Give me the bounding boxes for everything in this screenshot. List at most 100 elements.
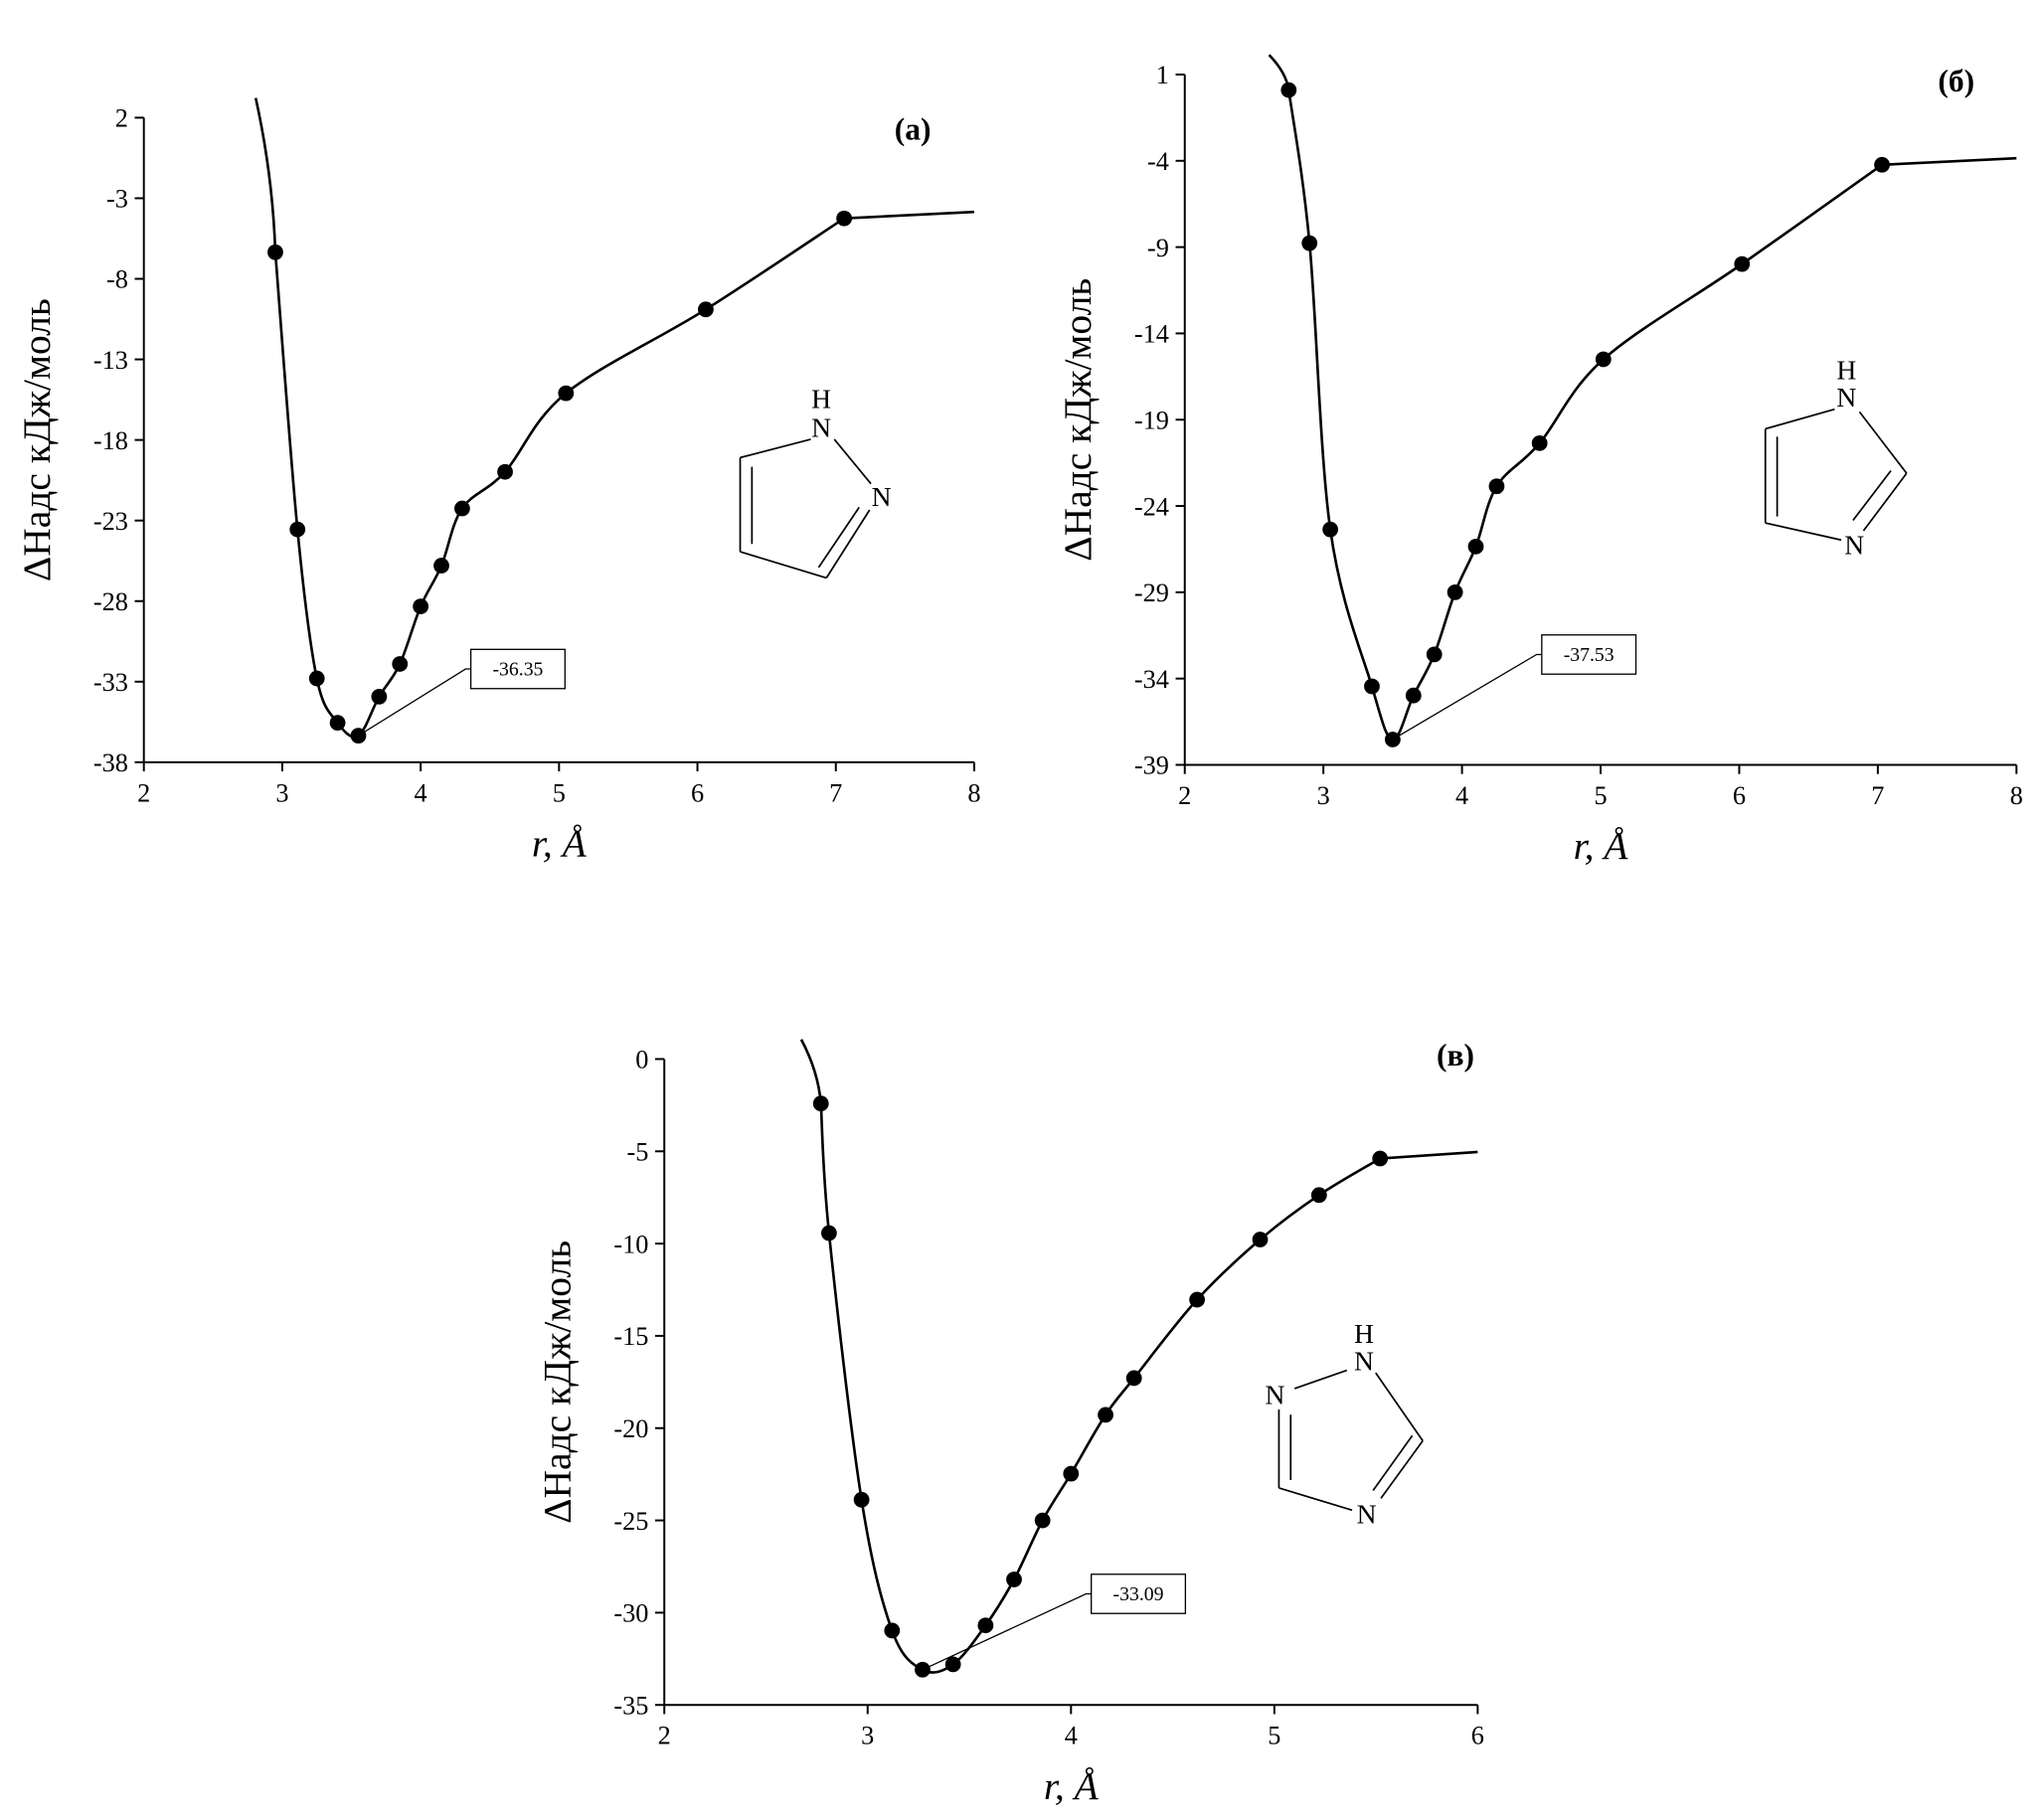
x-tick-label: 3	[1317, 781, 1330, 810]
y-tick-label: -33	[93, 668, 128, 697]
curve	[1287, 89, 1883, 742]
x-tick-label: 7	[1871, 781, 1884, 810]
bond	[740, 551, 827, 579]
data-point	[413, 598, 429, 614]
curve-extension	[254, 97, 277, 252]
y-tick-label: -34	[1134, 665, 1169, 694]
bond	[1372, 1434, 1414, 1492]
data-point	[308, 670, 325, 687]
data-point	[915, 1661, 931, 1678]
data-point	[821, 1225, 837, 1241]
data-point	[1405, 687, 1422, 704]
y-tick-label: -28	[93, 587, 128, 616]
data-point	[558, 385, 575, 402]
y-tick-label: -29	[1134, 579, 1169, 607]
y-tick-label: -3	[106, 185, 128, 214]
chart: 2 -3 -8 -13 -18 -23 -28 -33 -38 2 3 4 5 6 7 8 r, Å ΔHадс …	[15, 97, 981, 866]
x-tick-label: 4	[415, 778, 427, 807]
data-point	[371, 688, 388, 705]
panel-label: (в)	[1437, 1038, 1474, 1073]
y-tick-label: -20	[613, 1414, 648, 1443]
atom-label: N	[1844, 530, 1864, 561]
data-point	[1874, 156, 1890, 173]
y-tick-label: 2	[115, 104, 128, 133]
data-point	[433, 558, 449, 574]
data-point	[1384, 732, 1401, 747]
x-tick-label: 6	[691, 778, 704, 807]
x-tick-label: 3	[275, 778, 288, 807]
data-point	[1034, 1512, 1051, 1529]
bond	[1380, 1440, 1424, 1499]
x-tick-label: 3	[861, 1722, 874, 1750]
data-point	[1426, 646, 1443, 663]
y-tick-label: -15	[613, 1322, 648, 1351]
y-axis-label: ΔHадс кДж/моль	[536, 1241, 580, 1524]
bond	[1858, 411, 1908, 474]
data-point	[1301, 235, 1318, 251]
data-point	[812, 1095, 829, 1112]
y-tick-label: -14	[1134, 320, 1169, 349]
data-point	[1280, 82, 1297, 98]
x-tick-label: 5	[553, 778, 566, 807]
curve-extension	[844, 210, 975, 221]
y-axis-label: ΔHадс кДж/моль	[15, 298, 59, 581]
data-point	[267, 244, 283, 260]
curve-extension	[1882, 156, 2017, 167]
data-point	[836, 210, 852, 227]
data-point	[1734, 255, 1751, 272]
data-point	[977, 1617, 994, 1634]
y-tick-label: 0	[635, 1046, 648, 1075]
atom-label: N	[811, 412, 831, 442]
x-tick-label: 2	[1178, 781, 1191, 810]
data-point	[1372, 1150, 1389, 1167]
callout-line	[1392, 653, 1542, 741]
data-label: -36.35	[492, 659, 543, 681]
y-tick-label: -19	[1134, 406, 1169, 434]
curve	[273, 217, 845, 739]
data-point	[944, 1656, 961, 1673]
bond	[817, 506, 860, 569]
data-point	[1125, 1370, 1142, 1387]
data-point	[1488, 478, 1505, 495]
x-tick-label: 6	[1733, 781, 1746, 810]
x-tick-label: 5	[1594, 781, 1607, 810]
atom-label: N	[872, 481, 892, 512]
y-tick-label: -5	[627, 1137, 649, 1166]
atom-label: N	[1354, 1346, 1374, 1377]
x-axis-label: r, Å	[1574, 824, 1629, 868]
data-point	[884, 1622, 901, 1639]
callout-line	[358, 668, 471, 737]
atom-label: N	[1836, 382, 1856, 413]
y-tick-label: 1	[1156, 61, 1169, 89]
y-tick-label: -8	[106, 265, 128, 294]
bond	[833, 438, 872, 485]
x-tick-label: 2	[658, 1722, 671, 1750]
y-tick-label: -39	[1134, 751, 1169, 780]
y-tick-label: -38	[93, 748, 128, 777]
data-point	[1446, 583, 1463, 600]
data-point	[1595, 351, 1612, 368]
y-tick-label: -18	[93, 426, 128, 455]
data-point	[1467, 538, 1484, 555]
bond	[1278, 1487, 1353, 1512]
chart: 1 -4 -9 -14 -19 -24 -29 -34 -39 2 3 4 5 6 7 8 r, Å ΔHадс …	[1056, 54, 2023, 868]
atom-label: H	[1836, 354, 1856, 385]
bond	[1765, 522, 1842, 542]
data-point	[1364, 678, 1380, 695]
bond	[1852, 470, 1892, 522]
callout-box	[469, 648, 566, 690]
atom-label: H	[1354, 1318, 1374, 1349]
y-tick-label: -24	[1134, 492, 1169, 521]
callout-line	[922, 1592, 1092, 1671]
data-point	[1252, 1232, 1269, 1247]
x-tick-label: 8	[2010, 781, 2023, 810]
y-tick-label: -23	[93, 507, 128, 536]
panel-label: (б)	[1938, 64, 1974, 98]
y-axis-label: ΔHадс кДж/моль	[1056, 278, 1100, 562]
atom-label: H	[811, 383, 831, 414]
y-tick-label: -13	[93, 346, 128, 375]
y-tick-label: -25	[613, 1507, 648, 1536]
atom-label: N	[1266, 1380, 1285, 1410]
data-point	[1310, 1187, 1327, 1204]
